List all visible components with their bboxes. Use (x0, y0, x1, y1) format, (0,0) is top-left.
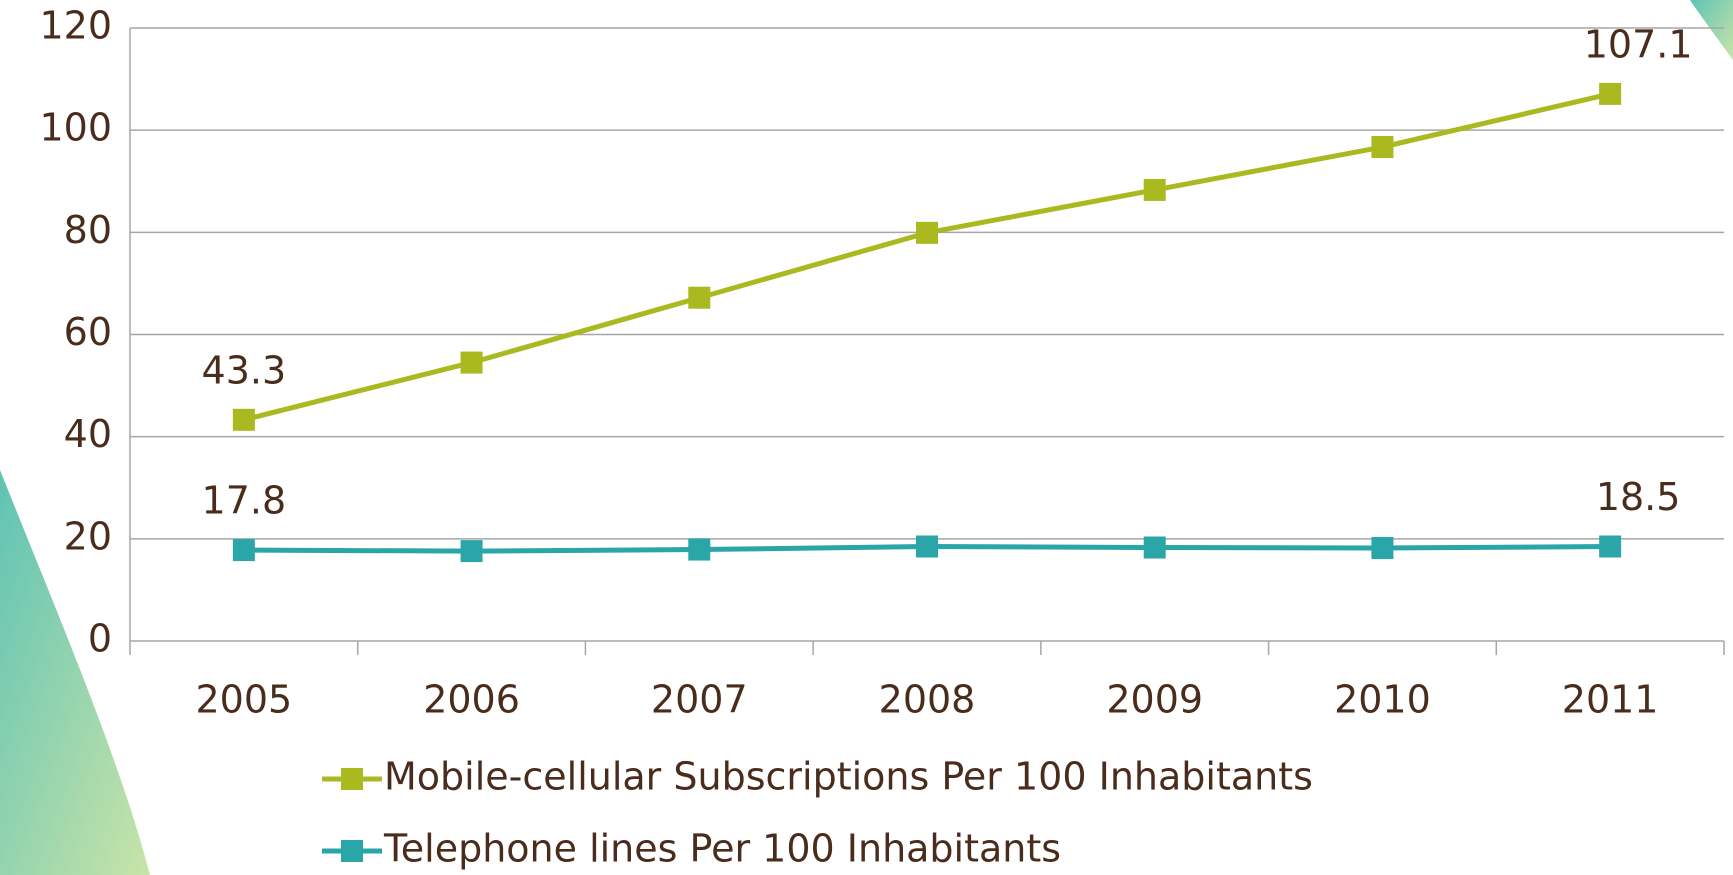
y-tick-label: 40 (64, 412, 112, 456)
data-label: 18.5 (1596, 475, 1681, 519)
x-tick-label: 2010 (1334, 678, 1431, 722)
data-point (1599, 535, 1622, 558)
y-tick-label: 60 (64, 310, 112, 354)
data-point (688, 538, 711, 561)
x-tick-label: 2008 (879, 678, 976, 722)
x-tick-label: 2007 (651, 678, 748, 722)
x-tick-label: 2005 (195, 678, 292, 722)
y-tick-label: 80 (64, 208, 112, 252)
legend-label: Telephone lines Per 100 Inhabitants (383, 827, 1061, 871)
data-point (232, 408, 255, 431)
data-point (232, 539, 255, 562)
data-point (916, 221, 938, 244)
legend-label: Mobile-cellular Subscriptions Per 100 In… (384, 755, 1313, 799)
series-line (243, 91, 1611, 423)
data-point (1143, 536, 1166, 559)
y-tick-label: 120 (39, 4, 112, 48)
background-decoration (0, 470, 150, 875)
data-point (1143, 178, 1166, 201)
data-point (916, 535, 938, 558)
x-tick-label: 2011 (1562, 678, 1659, 722)
data-label: 107.1 (1584, 22, 1693, 66)
background-decoration (1690, 0, 1733, 60)
legend-marker (341, 840, 363, 862)
data-point (460, 540, 483, 563)
legend-marker (341, 768, 363, 790)
y-tick-label: 0 (88, 617, 112, 661)
x-tick-label: 2006 (423, 678, 520, 722)
data-label: 43.3 (202, 348, 287, 392)
x-tick-label: 2009 (1106, 678, 1203, 722)
data-point (1371, 537, 1394, 560)
data-point (1599, 82, 1622, 105)
data-point (688, 286, 711, 309)
y-tick-label: 20 (64, 514, 112, 558)
data-label: 17.8 (202, 479, 287, 523)
data-point (1371, 136, 1394, 159)
y-tick-label: 100 (39, 106, 112, 150)
data-point (460, 351, 483, 374)
